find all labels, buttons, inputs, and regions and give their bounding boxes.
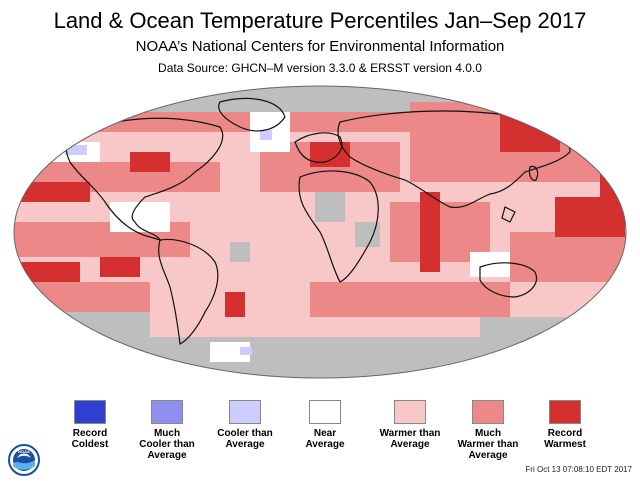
- legend-label: Much Warmer than Average: [457, 428, 519, 461]
- data-source: Data Source: GHCN–M version 3.3.0 & ERSS…: [158, 61, 482, 75]
- noaa-logo-icon: NOAA: [8, 444, 40, 476]
- legend-swatch: [472, 400, 504, 424]
- legend-item-near-average: Near Average: [285, 400, 365, 450]
- legend-label: Record Warmest: [544, 428, 586, 450]
- legend: Record Coldest Much Cooler than Average …: [0, 400, 640, 461]
- legend-label: Cooler than Average: [217, 428, 273, 450]
- map-grid: [14, 86, 626, 378]
- legend-swatch: [151, 400, 183, 424]
- legend-swatch: [394, 400, 426, 424]
- legend-item-warmer: Warmer than Average: [370, 400, 450, 450]
- legend-item-record-warmest: Record Warmest: [525, 400, 605, 450]
- legend-label: Warmer than Average: [379, 428, 441, 450]
- legend-item-record-coldest: Record Coldest: [50, 400, 130, 450]
- page-subtitle: NOAA’s National Centers for Environmenta…: [135, 38, 505, 55]
- legend-label: Much Cooler than Average: [139, 428, 195, 461]
- world-map: [10, 82, 630, 382]
- timestamp: Fri Oct 13 07:08:10 EDT 2017: [525, 465, 632, 474]
- legend-label: Record Coldest: [71, 428, 109, 450]
- legend-swatch: [549, 400, 581, 424]
- legend-item-cooler: Cooler than Average: [205, 400, 285, 450]
- legend-item-much-cooler: Much Cooler than Average: [127, 400, 207, 461]
- world-map-svg: [13, 85, 627, 379]
- svg-text:NOAA: NOAA: [18, 449, 30, 454]
- legend-swatch: [309, 400, 341, 424]
- globe-border: [13, 85, 627, 379]
- legend-item-much-warmer: Much Warmer than Average: [448, 400, 528, 461]
- legend-swatch: [74, 400, 106, 424]
- legend-label: Near Average: [305, 428, 345, 450]
- legend-swatch: [229, 400, 261, 424]
- page-title: Land & Ocean Temperature Percentiles Jan…: [53, 8, 587, 33]
